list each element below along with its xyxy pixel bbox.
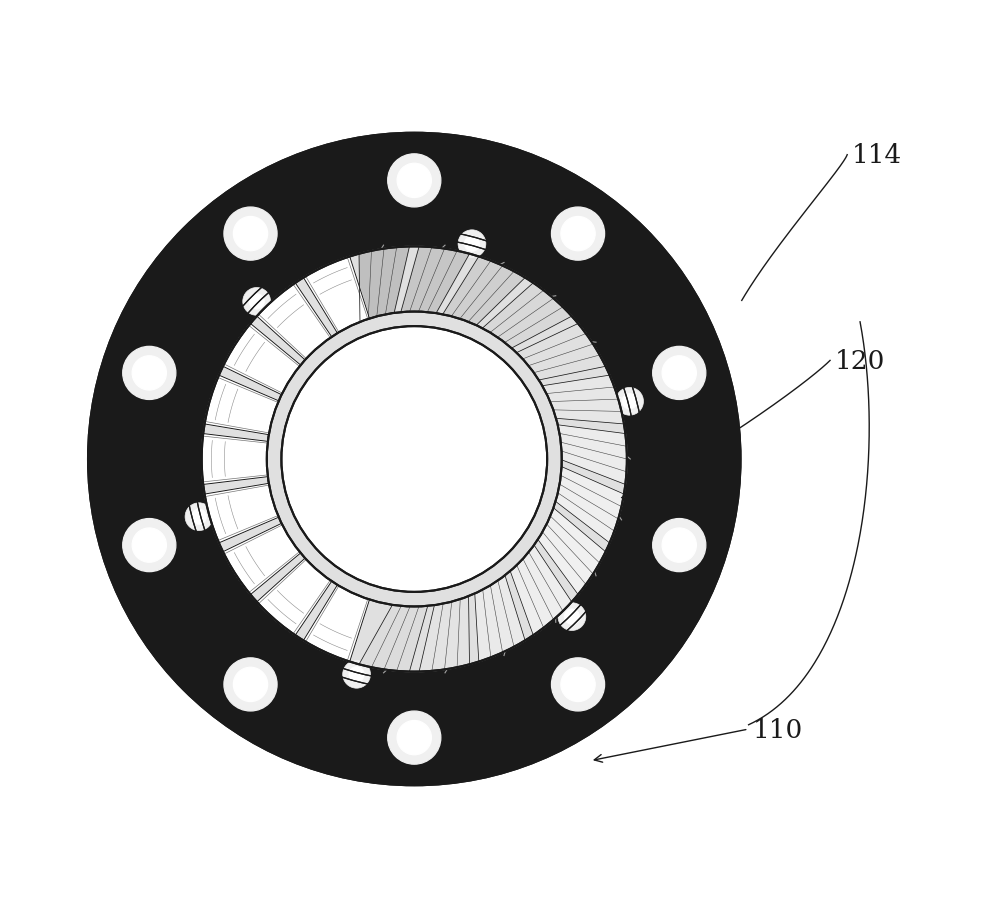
Polygon shape [257, 559, 332, 636]
Polygon shape [303, 585, 370, 662]
Circle shape [388, 154, 441, 208]
Polygon shape [205, 376, 279, 436]
Circle shape [616, 388, 643, 415]
Circle shape [388, 711, 441, 765]
Circle shape [233, 667, 268, 702]
Circle shape [224, 208, 277, 261]
Polygon shape [401, 247, 469, 313]
Circle shape [202, 247, 627, 672]
Text: 120: 120 [834, 348, 885, 373]
Circle shape [281, 327, 547, 592]
Circle shape [123, 347, 176, 400]
Circle shape [89, 134, 740, 785]
Polygon shape [257, 283, 332, 360]
Circle shape [343, 661, 370, 688]
Circle shape [653, 519, 706, 572]
Circle shape [349, 667, 364, 682]
Circle shape [249, 294, 264, 310]
Circle shape [558, 603, 586, 630]
Polygon shape [516, 324, 606, 380]
Polygon shape [482, 283, 572, 348]
Circle shape [662, 357, 696, 391]
Circle shape [224, 658, 277, 711]
Circle shape [622, 394, 637, 410]
Polygon shape [558, 425, 627, 485]
Circle shape [132, 528, 166, 562]
Circle shape [174, 220, 654, 699]
Text: 110: 110 [753, 717, 803, 742]
Circle shape [662, 528, 696, 562]
Circle shape [561, 217, 595, 252]
Polygon shape [538, 508, 606, 595]
Circle shape [185, 504, 213, 531]
Circle shape [397, 720, 431, 754]
Circle shape [564, 609, 580, 625]
Polygon shape [542, 376, 624, 425]
Circle shape [123, 519, 176, 572]
Circle shape [561, 667, 595, 702]
Polygon shape [475, 575, 525, 662]
Polygon shape [443, 257, 525, 326]
Polygon shape [223, 324, 301, 395]
Circle shape [458, 231, 486, 258]
Text: 114: 114 [851, 143, 902, 168]
Circle shape [653, 347, 706, 400]
Polygon shape [510, 545, 572, 636]
Circle shape [551, 658, 605, 711]
Circle shape [132, 357, 166, 391]
Polygon shape [359, 606, 428, 672]
Polygon shape [205, 483, 279, 543]
Circle shape [551, 208, 605, 261]
Polygon shape [202, 434, 268, 485]
Circle shape [243, 289, 271, 316]
Circle shape [397, 165, 431, 199]
Circle shape [464, 237, 480, 252]
Polygon shape [556, 467, 624, 543]
Circle shape [191, 509, 207, 525]
Polygon shape [223, 524, 301, 595]
Polygon shape [419, 596, 469, 672]
Circle shape [233, 217, 268, 252]
Polygon shape [303, 257, 370, 334]
Polygon shape [359, 247, 409, 323]
